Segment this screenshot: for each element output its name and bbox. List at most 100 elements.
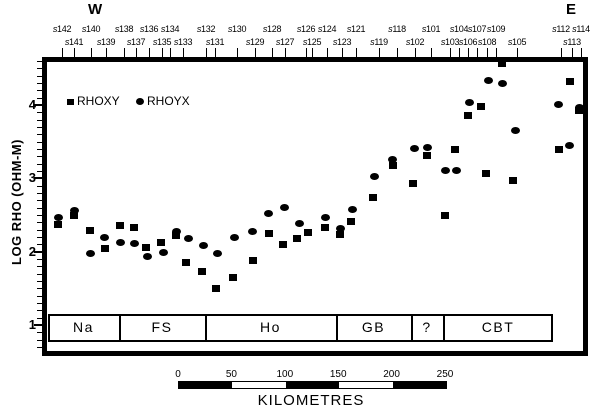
data-point-rhoyx: [69, 207, 79, 215]
zone-label-CBT: CBT: [481, 319, 515, 335]
y-tick-minor: [37, 215, 42, 216]
station-tick-s118: [397, 48, 398, 57]
legend-square-marker-icon: [67, 99, 74, 105]
data-point-rhoxy: [182, 258, 190, 266]
data-point-rhoxy: [441, 212, 449, 219]
y-tick-minor: [37, 75, 42, 77]
data-point-rhoxy: [409, 179, 417, 187]
station-label-s126: s126: [296, 24, 316, 34]
y-tick-minor: [37, 134, 42, 136]
scale-bar-label-150: 150: [329, 369, 347, 380]
data-point-rhoxy: [70, 212, 78, 219]
scale-bar-segment: [179, 382, 233, 388]
scale-bar-label-0: 0: [175, 369, 181, 380]
station-label-s139: s139: [96, 37, 116, 47]
data-point-rhoxy: [369, 194, 377, 202]
station-tick-s134: [170, 48, 171, 57]
y-tick-minor: [37, 317, 42, 319]
data-point-rhoyx: [464, 98, 474, 106]
station-tick-s102: [415, 48, 416, 57]
station-tick-s140: [91, 48, 92, 57]
zone-label-Ho: Ho: [260, 319, 281, 335]
station-label-prefix: s: [245, 37, 251, 47]
station-label-s112: s112: [552, 24, 570, 34]
y-tick-major-3: [34, 177, 42, 180]
legend-label-rhoyx: RHOYX: [147, 94, 190, 108]
y-tick-minor: [37, 127, 42, 128]
station-label-prefix: s: [52, 24, 58, 34]
data-point-rhoyx: [409, 144, 419, 152]
station-label-prefix: s: [370, 37, 375, 47]
data-point-rhoyx: [158, 248, 168, 256]
y-tick-minor: [37, 141, 42, 143]
station-tick-s128: [272, 48, 273, 57]
y-tick-label-3: 3: [28, 170, 36, 186]
scale-bar-unit-label: KILOMETRES: [257, 392, 365, 409]
station-label-s119: s119: [370, 37, 388, 47]
y-tick-minor: [37, 119, 42, 121]
station-label-prefix: s: [458, 37, 464, 47]
y-tick-minor: [37, 303, 42, 304]
data-point-rhoyx: [142, 253, 152, 261]
station-label-prefix: s: [421, 24, 427, 34]
data-point-rhoxy: [451, 146, 459, 153]
zone-divider: [443, 316, 445, 340]
station-label-s114: s114: [572, 24, 590, 34]
station-tick-s135: [162, 48, 163, 57]
data-point-rhoyx: [263, 210, 273, 217]
station-tick-s104: [459, 48, 460, 57]
data-point-rhoxy: [482, 170, 490, 178]
west-direction-label: W: [88, 1, 103, 18]
station-label-prefix: s: [563, 37, 568, 47]
station-tick-s129: [255, 48, 256, 57]
station-tick-s133: [183, 48, 184, 57]
legend-circle-marker-icon: [136, 98, 144, 105]
legend: RHOXY RHOYX: [66, 94, 196, 110]
station-label-prefix: s: [96, 37, 102, 47]
y-tick-minor: [37, 281, 42, 282]
station-label-prefix: s: [332, 37, 338, 47]
data-point-rhoyx: [198, 241, 208, 249]
y-tick-minor: [37, 237, 42, 238]
station-label-prefix: s: [275, 37, 281, 47]
data-point-rhoxy: [279, 241, 287, 249]
station-label-s133: s133: [173, 37, 193, 47]
data-point-rhoxy: [86, 227, 94, 235]
y-tick-minor: [37, 171, 42, 172]
zone-label-FS: FS: [151, 319, 173, 335]
data-point-rhoxy: [464, 112, 472, 120]
scale-bar-label-50: 50: [225, 369, 237, 380]
zone-label-GB: GB: [361, 319, 386, 335]
station-label-s104: s104: [449, 24, 469, 34]
y-tick-minor: [37, 97, 42, 99]
station-label-prefix: s: [449, 24, 455, 34]
station-tick-s130: [237, 48, 238, 57]
station-label-prefix: s: [572, 24, 577, 34]
data-point-rhoxy: [249, 256, 257, 264]
station-label-prefix: s: [302, 37, 308, 47]
y-tick-minor: [37, 347, 42, 348]
scale-bar-label-100: 100: [276, 369, 294, 380]
station-label-s109: s109: [486, 24, 506, 34]
plot-frame: [42, 57, 588, 356]
data-point-rhoxy: [423, 151, 431, 159]
station-tick-s123: [342, 48, 343, 57]
data-point-rhoyx: [387, 155, 397, 163]
data-point-rhoxy: [212, 285, 220, 293]
y-tick-major-2: [34, 250, 42, 253]
station-label-prefix: s: [296, 24, 302, 34]
station-tick-s126: [306, 48, 307, 57]
data-point-rhoyx: [294, 219, 304, 227]
data-point-rhoyx: [422, 144, 432, 151]
station-label-prefix: s: [317, 24, 323, 34]
y-tick-minor: [37, 244, 42, 246]
station-label-s127: s127: [275, 37, 295, 47]
station-label-prefix: s: [440, 37, 446, 47]
data-point-rhoyx: [347, 206, 357, 214]
station-label-prefix: s: [64, 37, 70, 47]
station-label-s123: s123: [332, 37, 352, 47]
data-point-rhoxy: [304, 228, 312, 236]
